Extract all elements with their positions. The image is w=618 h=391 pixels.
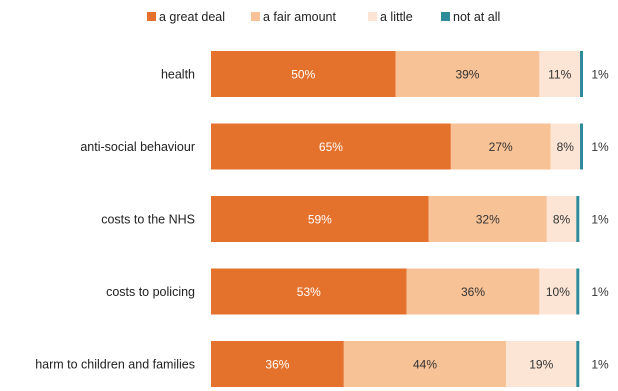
data-label-a-great-deal: 59%: [308, 213, 332, 227]
bar-segment-a-little: [546, 196, 577, 242]
data-label-not-at-all: 1%: [591, 285, 609, 299]
legend-label: a great deal: [159, 10, 225, 24]
bar-segment-a-great-deal: [211, 341, 344, 387]
category-label: harm to children and families: [35, 358, 195, 372]
data-label-not-at-all: 1%: [591, 358, 609, 372]
bar-segment-a-great-deal: [211, 123, 451, 170]
data-label-a-fair-amount: 27%: [489, 140, 513, 154]
data-label-not-at-all: 1%: [591, 140, 609, 154]
bar-segment-not-at-all: [576, 196, 580, 242]
legend-item-a-great-deal: a great deal: [147, 10, 225, 24]
plot-area: health 50% 39% 11% 1% anti-social behaviour 65…: [35, 51, 609, 387]
category-label: health: [161, 68, 195, 82]
category-label: anti-social behaviour: [80, 140, 195, 154]
bar-row-health: health 50% 39% 11% 1%: [161, 51, 609, 97]
legend-swatch: [368, 12, 377, 21]
bar-row-anti-social-behaviour: anti-social behaviour 65% 27% 8% 1%: [80, 123, 609, 170]
data-label-a-great-deal: 65%: [319, 140, 343, 154]
category-label: costs to policing: [106, 285, 195, 299]
legend: a great deal a fair amount a little not at …: [147, 10, 500, 24]
legend-label: a fair amount: [263, 10, 336, 24]
bar-segment-a-little: [550, 123, 580, 170]
data-label-a-little: 10%: [546, 285, 570, 299]
bar-segment-a-fair-amount: [406, 268, 540, 315]
data-label-a-little: 8%: [557, 140, 575, 154]
legend-item-not-at-all: not at all: [441, 10, 500, 24]
legend-swatch: [251, 12, 260, 21]
bar-segment-not-at-all: [580, 51, 583, 97]
data-label-a-little: 8%: [553, 213, 571, 227]
data-label-a-great-deal: 36%: [265, 358, 289, 372]
legend-item-a-little: a little: [368, 10, 413, 24]
bar-segment-not-at-all: [576, 268, 580, 315]
legend-swatch: [441, 12, 450, 21]
bar-row-harm-to-children-and-families: harm to children and families 36% 44% 19% 1%: [35, 341, 609, 387]
bar-segment-not-at-all: [576, 341, 580, 387]
bar-segment-a-fair-amount: [450, 123, 551, 170]
data-label-a-fair-amount: 32%: [476, 213, 500, 227]
bar-segment-not-at-all: [580, 123, 583, 170]
legend-label: not at all: [453, 10, 500, 24]
data-label-a-fair-amount: 44%: [413, 358, 437, 372]
bar-segment-a-great-deal: [211, 268, 407, 315]
data-label-not-at-all: 1%: [591, 68, 609, 82]
bar-row-costs-to-policing: costs to policing 53% 36% 10% 1%: [106, 268, 609, 315]
bar-segment-a-little: [539, 268, 577, 315]
bar-segment-a-fair-amount: [343, 341, 507, 387]
bar-segment-a-little: [539, 51, 580, 97]
bar-segment-a-great-deal: [211, 196, 429, 242]
legend-swatch: [147, 12, 156, 21]
legend-item-a-fair-amount: a fair amount: [251, 10, 336, 24]
bar-segment-a-fair-amount: [428, 196, 547, 242]
bar-segment-a-fair-amount: [395, 51, 540, 97]
data-label-a-fair-amount: 39%: [455, 68, 479, 82]
bar-row-costs-to-the-nhs: costs to the NHS 59% 32% 8% 1%: [101, 196, 609, 242]
legend-label: a little: [380, 10, 413, 24]
bar-segment-a-little: [506, 341, 577, 387]
data-label-a-great-deal: 53%: [297, 285, 321, 299]
data-label-not-at-all: 1%: [591, 213, 609, 227]
data-label-a-fair-amount: 36%: [461, 285, 485, 299]
data-label-a-little: 19%: [529, 358, 553, 372]
category-label: costs to the NHS: [101, 213, 195, 227]
data-label-a-little: 11%: [548, 68, 571, 82]
data-label-a-great-deal: 50%: [291, 68, 315, 82]
bar-segment-a-great-deal: [211, 51, 396, 97]
